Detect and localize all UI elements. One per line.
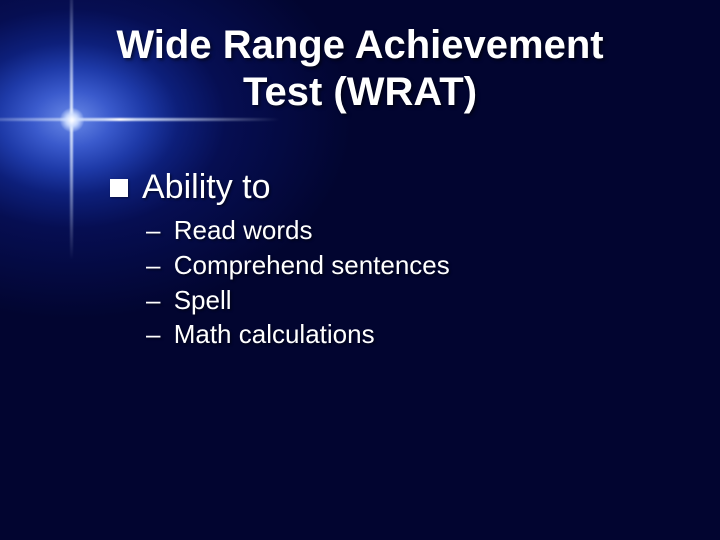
bullet-level1-label: Ability to	[142, 168, 271, 207]
bullet-level2-label: Math calculations	[174, 319, 375, 349]
bullet-level2-item: – Spell	[146, 283, 680, 318]
lens-flare-horizontal	[0, 118, 280, 121]
slide: Wide Range Achievement Test (WRAT) Abili…	[0, 0, 720, 540]
dash-icon: –	[146, 319, 160, 349]
bullet-level2-label: Read words	[174, 215, 313, 245]
bullet-level2-item: – Read words	[146, 213, 680, 248]
bullet-level2-label: Comprehend sentences	[174, 250, 450, 280]
bullet-level2-item: – Comprehend sentences	[146, 248, 680, 283]
bullet-level2-item: – Math calculations	[146, 317, 680, 352]
title-line-1: Wide Range Achievement	[30, 22, 690, 69]
square-bullet-icon	[110, 179, 128, 197]
dash-icon: –	[146, 285, 160, 315]
dash-icon: –	[146, 215, 160, 245]
bullet-level1: Ability to	[110, 168, 680, 207]
slide-body: Ability to – Read words – Comprehend sen…	[110, 168, 680, 352]
dash-icon: –	[146, 250, 160, 280]
bullet-level2-list: – Read words – Comprehend sentences – Sp…	[146, 213, 680, 352]
title-line-2: Test (WRAT)	[30, 69, 690, 116]
bullet-level2-label: Spell	[174, 285, 232, 315]
slide-title: Wide Range Achievement Test (WRAT)	[0, 22, 720, 116]
